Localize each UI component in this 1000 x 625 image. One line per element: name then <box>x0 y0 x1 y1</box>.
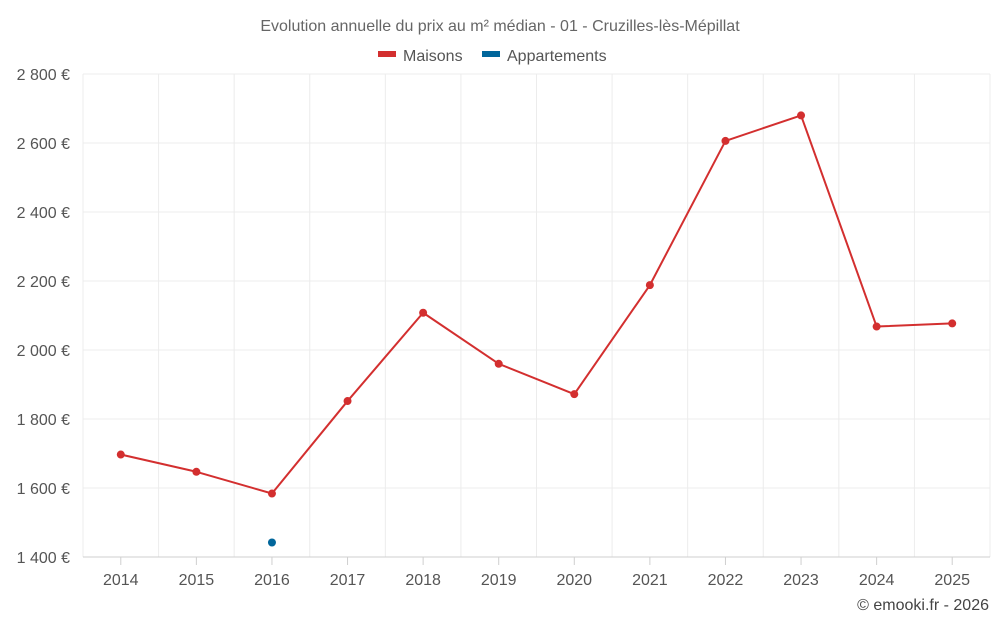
data-point-maisons[interactable] <box>419 308 428 317</box>
grid <box>82 73 991 557</box>
data-point-maisons[interactable] <box>797 111 806 120</box>
data-point-maisons[interactable] <box>494 359 503 368</box>
legend-label-maisons[interactable]: Maisons <box>403 48 463 65</box>
x-tick-label: 2015 <box>179 572 215 589</box>
y-tick-label: 1 800 € <box>17 412 70 429</box>
x-tick-label: 2018 <box>405 572 441 589</box>
data-point-maisons[interactable] <box>267 489 276 498</box>
x-tick-label: 2022 <box>708 572 744 589</box>
x-tick-label: 2020 <box>556 572 592 589</box>
y-tick-label: 1 600 € <box>17 481 70 498</box>
series-appartements <box>267 538 276 547</box>
data-point-maisons[interactable] <box>872 322 881 331</box>
series-line-maisons <box>119 114 954 495</box>
y-tick-label: 2 200 € <box>17 274 70 291</box>
x-tick-label: 2024 <box>859 572 895 589</box>
legend: Maisons Appartements <box>378 48 607 65</box>
y-axis: 1 400 € 1 600 € 1 800 € 2 000 € 2 200 € 2 400… <box>17 67 70 567</box>
x-tick-label: 2016 <box>254 572 290 589</box>
y-tick-label: 2 600 € <box>17 136 70 153</box>
data-point-maisons[interactable] <box>116 450 125 459</box>
x-tick-label: 2019 <box>481 572 517 589</box>
credit-text: © emooki.fr - 2026 <box>857 597 989 614</box>
x-tick-label: 2021 <box>632 572 668 589</box>
data-point-maisons[interactable] <box>343 397 352 406</box>
x-axis: 2014 2015 2016 2017 2018 2019 2020 2021 2022 2023… <box>83 556 990 589</box>
legend-label-appartements[interactable]: Appartements <box>507 48 607 65</box>
y-tick-label: 2 000 € <box>17 343 70 360</box>
y-tick-label: 2 800 € <box>17 67 70 84</box>
x-tick-label: 2023 <box>783 572 819 589</box>
y-tick-label: 2 400 € <box>17 205 70 222</box>
series-maisons <box>116 111 957 498</box>
x-tick-label: 2014 <box>103 572 139 589</box>
x-tick-label: 2017 <box>330 572 366 589</box>
data-point-maisons[interactable] <box>570 390 579 399</box>
data-point-maisons[interactable] <box>645 281 654 290</box>
legend-swatch-appartements <box>482 51 500 57</box>
x-tick-label: 2025 <box>934 572 970 589</box>
series-group <box>116 111 957 547</box>
legend-swatch-maisons <box>378 51 396 57</box>
data-point-maisons[interactable] <box>948 319 957 328</box>
data-point-maisons[interactable] <box>192 467 201 476</box>
y-tick-label: 1 400 € <box>17 550 70 567</box>
data-point-appartements[interactable] <box>267 538 276 547</box>
chart-title: Evolution annuelle du prix au m² médian … <box>260 18 740 35</box>
data-point-maisons[interactable] <box>721 136 730 145</box>
